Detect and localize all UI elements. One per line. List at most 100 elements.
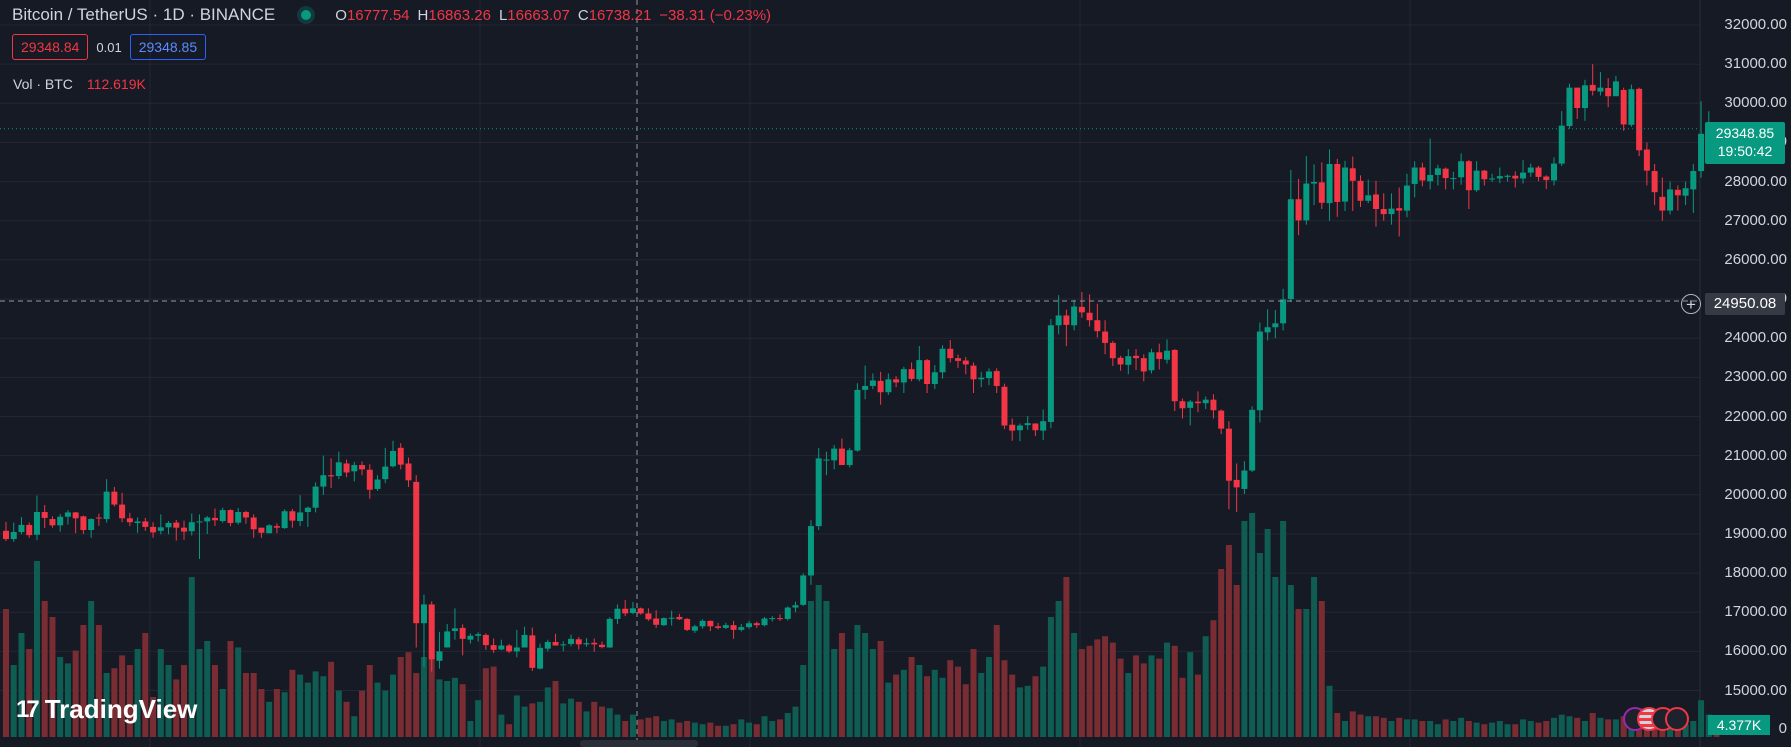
candle-body [529, 635, 536, 668]
volume-bar [1372, 716, 1379, 737]
volume-bar [1690, 721, 1697, 737]
volume-bar [181, 665, 188, 737]
candle-body [653, 618, 660, 625]
candle-body [668, 617, 675, 619]
candle-body [1303, 183, 1310, 221]
candle-body [1566, 87, 1573, 127]
candle-body [885, 379, 892, 393]
volume-bar [792, 706, 799, 737]
candle-body [676, 616, 683, 620]
candle-body [560, 644, 567, 646]
buy-button[interactable]: 29348.85 [129, 34, 207, 60]
volume-bar [80, 625, 87, 737]
volume-bar [1357, 714, 1364, 737]
ohlc-close: 16738.21 [588, 6, 652, 24]
candle-body [1520, 172, 1527, 179]
candle-body [807, 526, 814, 576]
volume-bar [637, 719, 644, 737]
price-axis-label: 27000.00 [1724, 211, 1787, 229]
candle-body [1357, 180, 1364, 201]
volume-label: Vol · BTC [13, 76, 73, 92]
candle-body [57, 516, 64, 526]
volume-legend[interactable]: Vol · BTC 112.619K [13, 76, 146, 92]
volume-bar [57, 657, 64, 737]
volume-bar [103, 673, 110, 737]
time-scrollbar[interactable] [580, 740, 698, 747]
volume-bar [761, 716, 768, 737]
candle-body [800, 575, 807, 605]
candle-body [862, 385, 869, 390]
event-icon[interactable] [1665, 707, 1689, 731]
volume-bar [165, 665, 172, 737]
volume-bar [738, 719, 745, 737]
volume-bar [126, 665, 133, 737]
candle-body [196, 521, 203, 523]
candle-body [1411, 167, 1418, 184]
tradingview-wordmark: TradingView [44, 694, 198, 724]
volume-bar [150, 697, 157, 737]
candle-body [320, 475, 327, 487]
volume-bar [955, 666, 962, 737]
volume-bar [730, 724, 737, 737]
candle-body [1380, 209, 1387, 215]
price-axis-label: 15000.00 [1724, 681, 1787, 699]
candle-body [769, 618, 776, 620]
candle-body [227, 510, 234, 523]
volume-bar [529, 703, 536, 737]
crosshair-price-tag: 24950.08 [1705, 293, 1785, 315]
volume-bar [444, 681, 451, 737]
volume-bar [544, 687, 551, 737]
add-alert-plus-icon[interactable]: + [1681, 294, 1701, 314]
price-axis-label: 28000.00 [1724, 172, 1787, 190]
candle-body [1334, 163, 1341, 202]
candle-body [815, 458, 822, 527]
volume-bar [420, 657, 427, 737]
candle-body [1210, 399, 1217, 411]
candle-body [1295, 199, 1302, 221]
volume-bar [335, 690, 342, 737]
volume-bar [1241, 521, 1248, 737]
volume-bar [95, 625, 102, 737]
volume-bar [1620, 716, 1627, 737]
volume-bar [815, 585, 822, 737]
candle-body [552, 642, 559, 646]
candle-body [1233, 479, 1240, 488]
candle-body [1256, 331, 1263, 411]
volume-bar [436, 679, 443, 737]
symbol-header: Bitcoin / TetherUS · 1D · BINANCE O16777… [12, 5, 771, 25]
volume-bar [985, 657, 992, 737]
candle-body [343, 463, 350, 473]
tradingview-logo[interactable]: 17 TradingView [16, 694, 197, 725]
candle-body [869, 380, 876, 386]
candle-body [88, 519, 95, 531]
volume-bar [33, 561, 40, 737]
events-indicator[interactable] [1623, 707, 1689, 731]
volume-bar [1009, 674, 1016, 737]
candle-body [1674, 189, 1681, 196]
volume-bar [1148, 655, 1155, 737]
candle-body [10, 531, 17, 540]
volume-bar [428, 655, 435, 737]
volume-bar [993, 625, 1000, 737]
sell-button[interactable]: 29348.84 [12, 34, 89, 60]
price-axis-label: 0 [1778, 720, 1787, 737]
volume-bar [1380, 717, 1387, 737]
symbol-title[interactable]: Bitcoin / TetherUS · 1D · BINANCE [12, 5, 276, 24]
volume-bar [1434, 724, 1441, 737]
candle-body [374, 479, 381, 489]
volume-bar [900, 669, 907, 737]
candle-body [1171, 349, 1178, 402]
candle-body [312, 486, 319, 508]
candle-body [451, 628, 458, 632]
candle-body [1659, 196, 1666, 211]
candle-body [41, 512, 48, 518]
candle-body [823, 459, 830, 461]
candle-body [1651, 171, 1658, 193]
bar-countdown: 19:50:42 [1717, 143, 1773, 159]
volume-bar [1280, 521, 1287, 737]
candle-body [699, 620, 706, 627]
candle-body [188, 522, 195, 532]
volume-value: 112.619K [86, 76, 146, 92]
candle-body [877, 380, 884, 393]
